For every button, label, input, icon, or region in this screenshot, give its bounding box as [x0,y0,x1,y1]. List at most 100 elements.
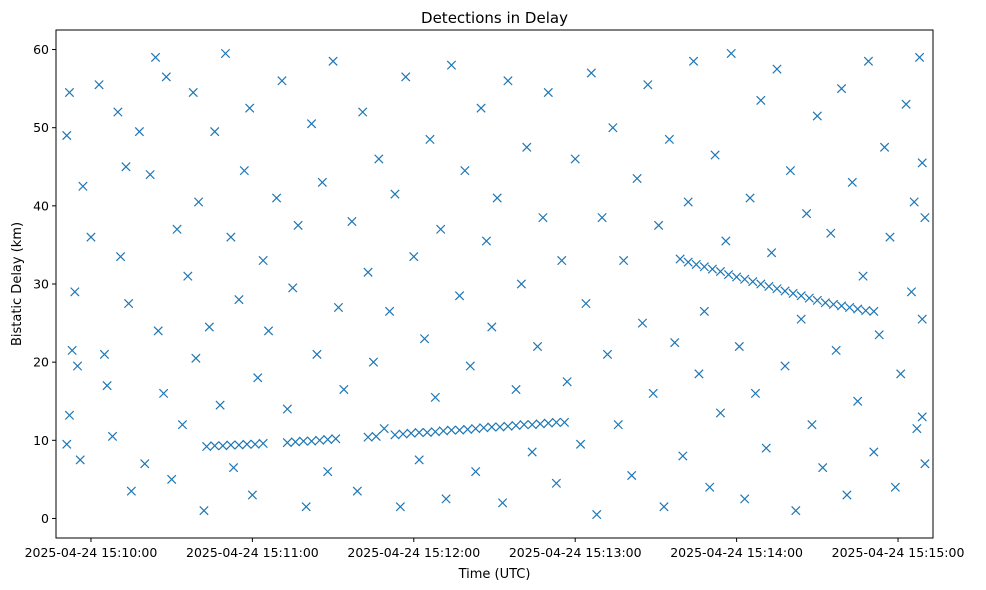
data-point [756,95,766,105]
data-point [920,212,930,223]
data-point [471,423,481,434]
data-point [75,455,85,465]
data-point [896,369,906,379]
data-point [282,438,292,448]
data-point [134,126,145,137]
data-point [379,423,389,434]
data-point [527,447,537,457]
data-point [363,267,373,277]
y-tick-label: 60 [33,42,49,57]
data-point [535,419,545,429]
data-point [764,281,774,291]
data-point [559,417,570,427]
data-point [226,232,236,242]
data-point [390,189,400,199]
data-point [301,502,311,512]
data-point [670,337,680,348]
data-point [664,134,674,145]
data-point [748,277,758,287]
data-point [250,439,260,449]
data-point [140,459,150,469]
data-point [425,134,435,145]
data-point [869,447,879,457]
data-point [414,455,424,465]
data-point [511,384,521,395]
data-point [890,482,900,492]
data-point [323,466,333,477]
data-point [511,420,521,431]
x-tick-label: 2025-04-24 15:12:00 [347,545,480,560]
data-point [853,396,863,406]
data-point [220,48,231,59]
data-point [516,279,527,289]
data-point [363,432,373,442]
data-point [581,298,591,309]
data-point [204,322,214,332]
data-point [745,193,755,203]
data-point [167,474,177,485]
data-point [398,429,408,439]
data-point [675,254,685,264]
data-point [818,463,828,473]
data-point [487,322,497,332]
data-point [831,345,841,356]
data-point [150,52,161,62]
data-point [471,466,481,477]
data-point [812,295,822,306]
data-point [532,341,543,352]
data-point [406,428,416,438]
data-point [290,437,301,447]
data-point [430,392,440,402]
data-point [188,87,198,98]
data-point [637,318,648,328]
y-tick-label: 20 [33,355,49,370]
data-point [277,76,287,86]
data-point [436,224,446,234]
data-point [906,287,917,297]
data-point [761,443,771,453]
data-point [218,441,228,451]
data-point [705,482,715,492]
data-point [643,80,653,90]
data-point [691,259,701,270]
data-point [801,209,812,219]
data-point [62,130,72,141]
data-point [861,305,871,316]
y-axis-label: Bistatic Delay (km) [10,222,25,346]
data-point [780,361,790,371]
data-point [715,408,726,418]
data-point [298,436,309,446]
data-point [688,56,699,66]
data-point [874,330,884,340]
data-point [627,470,637,481]
data-point [828,299,839,309]
data-point [210,441,220,451]
data-point [756,279,766,289]
y-tick-label: 30 [33,277,49,292]
data-point [414,427,424,438]
data-point [210,126,220,137]
data-point [282,404,292,414]
x-axis-ticks: 2025-04-24 15:10:00 2025-04-24 15:11:00 20… [25,538,964,560]
data-point [234,295,244,305]
data-point [107,431,118,442]
data-point [592,509,602,520]
data-point [390,430,400,440]
data-point [715,266,726,277]
data-point [820,298,831,308]
data-point [72,361,83,371]
data-point [575,439,586,449]
data-point [422,427,432,438]
data-point [239,166,249,176]
data-point [183,271,193,281]
x-tick-label: 2025-04-24 15:13:00 [509,545,642,560]
x-axis-label: Time (UTC) [458,567,531,582]
data-point [177,420,188,430]
data-point [570,154,580,164]
data-point [844,302,855,313]
data-point [401,72,411,82]
data-point [710,150,720,160]
data-point [562,377,572,387]
data-point [602,349,613,359]
data-point [94,80,104,90]
